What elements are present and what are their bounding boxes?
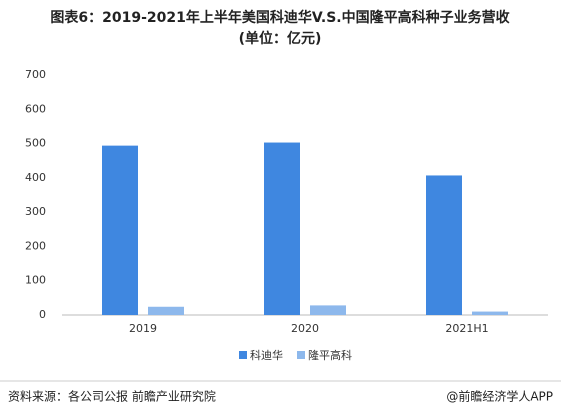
bar bbox=[472, 311, 508, 315]
bar bbox=[426, 175, 462, 315]
bar bbox=[148, 306, 184, 315]
y-tick-label: 300 bbox=[25, 205, 46, 218]
y-tick-label: 0 bbox=[39, 308, 46, 321]
source: 资料来源：各公司公报 前瞻产业研究院 bbox=[8, 389, 216, 404]
bar bbox=[264, 142, 300, 315]
bar bbox=[102, 145, 138, 315]
x-tick-label: 2021H1 bbox=[445, 322, 488, 335]
legend-swatch bbox=[239, 351, 247, 359]
y-tick-label: 700 bbox=[25, 68, 46, 81]
chart-title: 图表6：2019-2021年上半年美国科迪华V.S.中国隆平高科种子业务营收 bbox=[50, 9, 510, 26]
y-tick-label: 100 bbox=[25, 274, 46, 287]
y-tick-label: 200 bbox=[25, 239, 46, 252]
chart-subtitle: (单位：亿元) bbox=[239, 30, 322, 47]
y-tick-label: 400 bbox=[25, 171, 46, 184]
legend-label: 科迪华 bbox=[250, 348, 283, 362]
bar bbox=[310, 305, 346, 315]
x-tick-label: 2019 bbox=[129, 322, 157, 335]
x-tick-label: 2020 bbox=[291, 322, 319, 335]
y-tick-label: 600 bbox=[25, 102, 46, 115]
y-tick-label: 500 bbox=[25, 137, 46, 150]
legend-swatch bbox=[297, 351, 305, 359]
brand: @前瞻经济学人APP bbox=[446, 389, 553, 404]
legend-label: 隆平高科 bbox=[308, 348, 352, 362]
